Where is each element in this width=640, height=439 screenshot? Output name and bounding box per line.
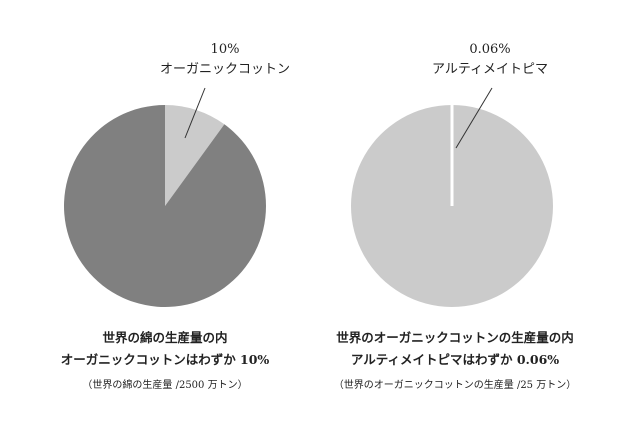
left-caption-line2: オーガニックコットンはわずか 10% (60, 352, 270, 367)
pie-0-slice-1 (64, 105, 267, 307)
right-caption-line2: アルティメイトピマはわずか 0.06% (350, 352, 560, 367)
pie-1-leader-line (455, 87, 493, 149)
right-caption-note: （世界のオーガニックコットンの生産量 /25 万トン） (333, 380, 577, 391)
left-caption-note: （世界の綿の生産量 /2500 万トン） (82, 380, 248, 391)
left-callout: 10% オーガニックコットン (150, 40, 300, 80)
left-callout-label: オーガニックコットン (159, 62, 290, 77)
right-callout-value: 0.06% (469, 42, 511, 57)
right-caption-line1: 世界のオーガニックコットンの生産量の内 (336, 330, 574, 345)
pie-0-slice-0 (165, 105, 225, 206)
right-callout-label: アルティメイトピマ (431, 62, 549, 77)
pie-0-leader-line (184, 87, 206, 139)
left-caption-line1: 世界の綿の生産量の内 (102, 330, 228, 345)
left-callout-value: 10% (210, 42, 240, 57)
right-caption: 世界のオーガニックコットンの生産量の内 アルティメイトピマはわずか 0.06% … (310, 327, 600, 395)
right-callout: 0.06% アルティメイトピマ (420, 40, 560, 80)
left-caption: 世界の綿の生産量の内 オーガニックコットンはわずか 10% （世界の綿の生産量 … (40, 327, 290, 395)
